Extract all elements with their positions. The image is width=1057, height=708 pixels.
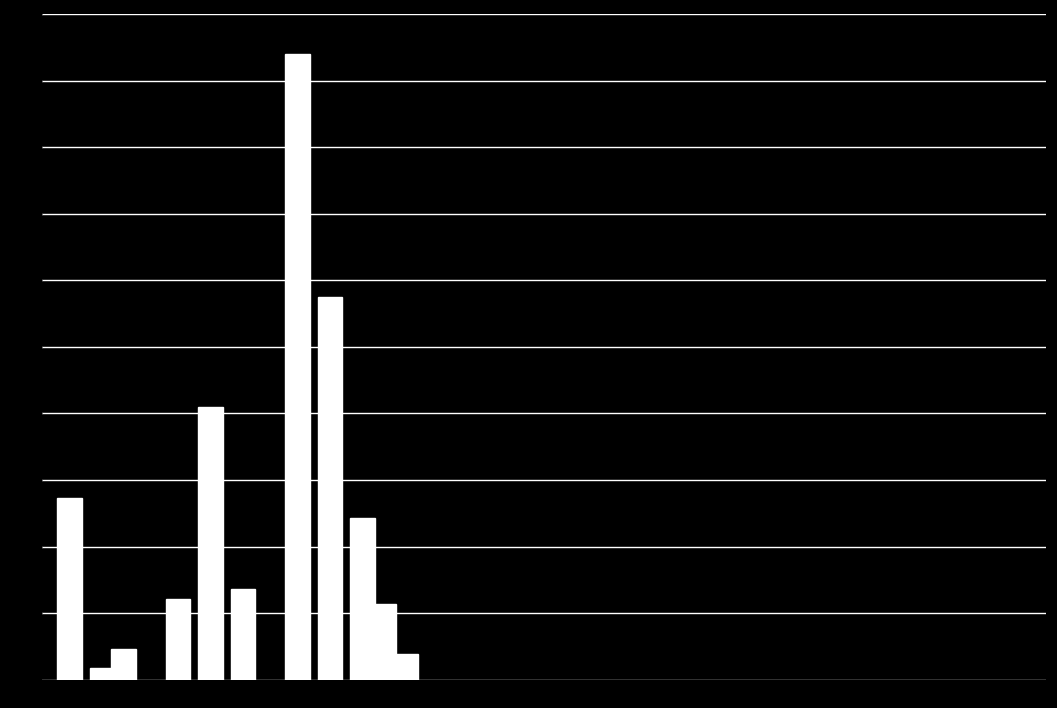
Bar bbox=[199, 407, 223, 680]
Bar bbox=[57, 498, 81, 680]
Bar bbox=[372, 604, 396, 680]
Bar bbox=[230, 589, 256, 680]
Bar bbox=[394, 654, 419, 680]
Bar bbox=[350, 518, 375, 680]
Bar bbox=[166, 599, 190, 680]
Bar bbox=[111, 649, 136, 680]
Bar bbox=[285, 55, 310, 680]
Bar bbox=[318, 297, 342, 680]
Bar bbox=[90, 668, 114, 680]
